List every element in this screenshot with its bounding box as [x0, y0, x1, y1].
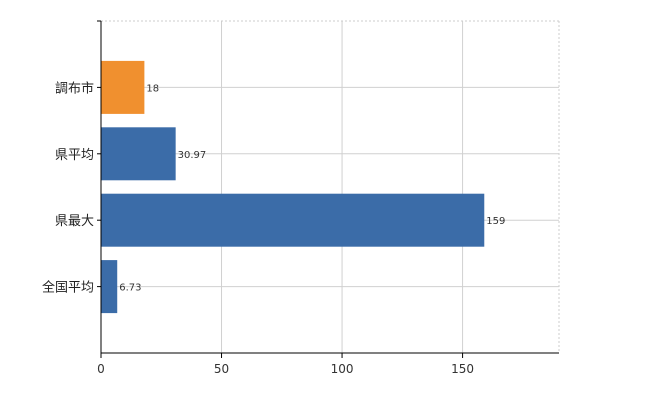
bar-1 [101, 127, 176, 181]
category-label-1: 県平均 [55, 148, 94, 163]
bars [101, 60, 485, 314]
axes [97, 20, 559, 358]
x-tick-label-2: 100 [331, 362, 354, 376]
x-tick-label-1: 50 [214, 362, 229, 376]
category-label-3: 全国平均 [42, 280, 94, 296]
bar-0 [101, 60, 145, 114]
value-label-0: 18 [146, 83, 159, 94]
value-label-2: 159 [486, 216, 505, 227]
category-label-2: 県最大 [55, 214, 94, 229]
labels: 18 調布市 30.97 県平均 159 県最大 6.73 全国平均 0 50 100 150 [42, 80, 505, 376]
category-label-0: 調布市 [55, 80, 94, 96]
bar-3 [101, 260, 118, 314]
x-tick-label-0: 0 [97, 362, 105, 376]
value-label-1: 30.97 [178, 150, 207, 161]
grid-lines [101, 20, 560, 353]
value-label-3: 6.73 [119, 283, 141, 294]
bar-2 [101, 193, 485, 247]
x-tick-label-3: 150 [451, 362, 474, 376]
